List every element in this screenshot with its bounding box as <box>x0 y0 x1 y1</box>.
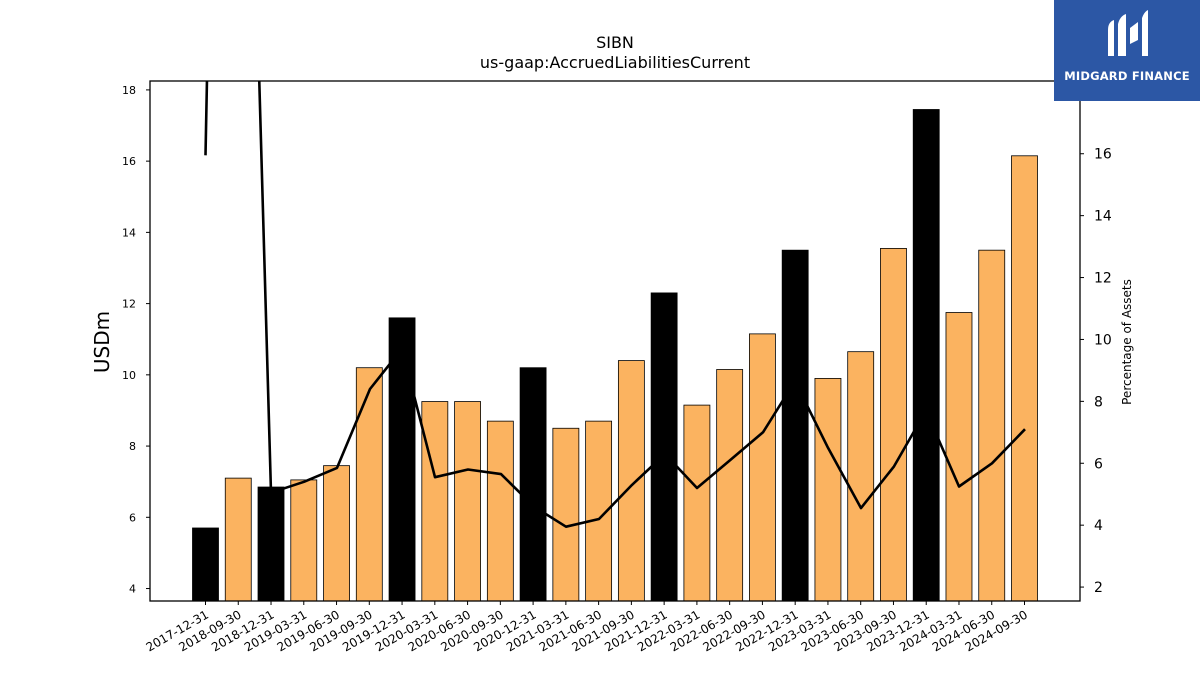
bar <box>978 249 1006 602</box>
bar <box>814 377 842 602</box>
bar <box>650 292 678 602</box>
y-tick-label: 12 <box>122 298 136 311</box>
bar <box>847 351 875 602</box>
y2-tick-label: 8 <box>1094 394 1103 410</box>
brand-logo: MIDGARD FINANCE <box>1054 0 1200 101</box>
y2-tick-label: 12 <box>1094 271 1112 287</box>
chart-title: SIBN <box>596 33 634 52</box>
bar <box>716 369 744 602</box>
bar <box>519 367 547 602</box>
y-tick-label: 4 <box>129 583 136 596</box>
y2-tick-label: 2 <box>1094 580 1103 596</box>
y2-tick-label: 14 <box>1094 209 1112 225</box>
y-axis-label: USDm <box>90 311 114 373</box>
logo-text: MIDGARD FINANCE <box>1064 69 1190 83</box>
bar <box>683 404 711 602</box>
line-series <box>204 81 1026 529</box>
bar <box>192 527 219 602</box>
bar <box>323 465 350 602</box>
bar <box>388 317 416 602</box>
plot-frame <box>149 80 1081 602</box>
bar <box>486 420 514 602</box>
y-tick-label: 10 <box>122 369 136 382</box>
bar <box>945 312 973 602</box>
y2-tick-label: 10 <box>1094 332 1112 348</box>
bar <box>552 427 580 602</box>
bar <box>749 333 776 602</box>
y-tick-label: 18 <box>122 84 136 97</box>
bars-layer <box>192 109 1038 602</box>
bar <box>781 249 809 602</box>
bar <box>880 247 907 602</box>
bar <box>454 401 481 602</box>
y2-axis-label: Percentage of Assets <box>1120 279 1134 405</box>
chart-subtitle: us-gaap:AccruedLiabilitiesCurrent <box>480 53 750 72</box>
line-layer <box>204 81 1026 529</box>
y2-tick-label: 6 <box>1094 456 1103 472</box>
bar <box>257 486 285 602</box>
bar <box>421 401 449 602</box>
bar <box>617 360 645 602</box>
y-tick-label: 6 <box>129 511 136 524</box>
midgard-logo-icon <box>1108 10 1148 56</box>
bar <box>355 367 383 602</box>
y-tick-label: 14 <box>122 226 136 239</box>
bar <box>912 109 940 602</box>
bar <box>224 477 252 602</box>
y2-tick-label: 16 <box>1094 147 1112 163</box>
bar <box>1011 155 1038 602</box>
y-tick-label: 16 <box>122 155 136 168</box>
bar <box>290 479 318 602</box>
y2-tick-label: 4 <box>1094 518 1103 534</box>
y-tick-label: 8 <box>129 440 136 453</box>
